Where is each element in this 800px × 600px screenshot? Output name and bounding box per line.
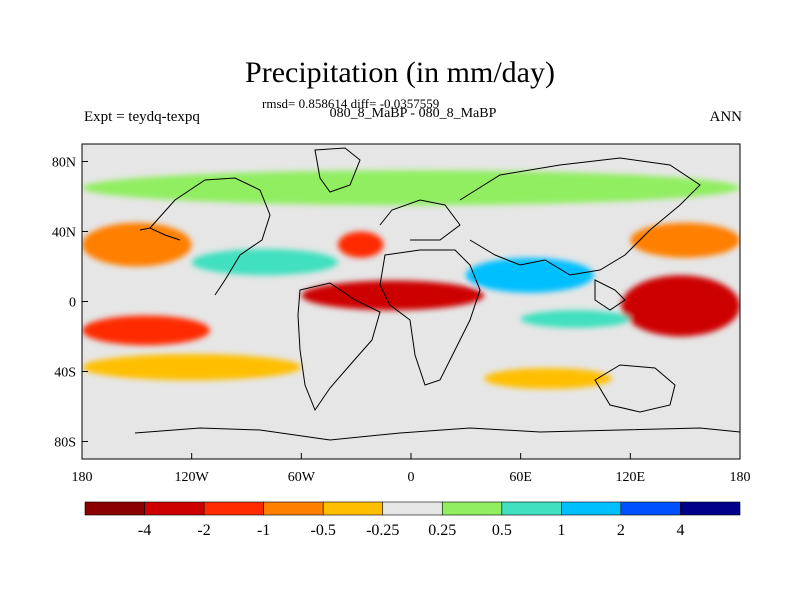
precip-region-6 (191, 249, 338, 276)
y-tick-label: 40S (54, 366, 76, 381)
colorbar-label: 0.25 (428, 522, 456, 539)
colorbar: -4 -2 -1 -0.5 -0.25 0.25 0.5 1 2 4 (84, 501, 741, 539)
colorbar-label: -2 (197, 522, 210, 539)
colorbar-box (203, 501, 264, 516)
stats-label: rmsd= 0.858614 diff= -0.0357559 (262, 96, 440, 111)
colorbar-label: -0.25 (366, 522, 399, 539)
x-tick-label: 60W (288, 470, 316, 485)
colorbar-box (561, 501, 622, 516)
experiment-label: Expt = teydq-texpq (84, 109, 200, 125)
continent-outlines (134, 147, 740, 441)
colorbar-label: -1 (257, 522, 270, 539)
x-tick-label: 180 (730, 470, 751, 485)
x-tick-label: 0 (408, 470, 415, 485)
precip-region-9 (82, 354, 302, 381)
precip-region-3 (337, 231, 384, 258)
colorbar-box (382, 501, 443, 516)
y-axis: 80N 40N 0 40S 80S (52, 156, 88, 451)
colorbar-box (441, 501, 503, 516)
colorbar-label: 4 (676, 522, 684, 539)
season-label: ANN (709, 109, 743, 125)
colorbar-label: 2 (617, 522, 625, 539)
x-tick-label: 180 (72, 470, 93, 485)
colorbar-box (501, 501, 562, 516)
y-tick-label: 80S (54, 436, 76, 451)
precip-region-0 (82, 315, 210, 346)
precip-region-8 (82, 170, 740, 206)
precip-region-1 (82, 222, 192, 267)
y-tick-label: 0 (69, 296, 76, 311)
colorbar-label: 1 (557, 522, 565, 539)
x-tick-label: 120W (175, 470, 210, 485)
colorbar-box (322, 501, 384, 516)
colorbar-box (144, 501, 205, 516)
precip-region-4 (621, 275, 740, 337)
precip-region-7 (465, 257, 594, 293)
precip-region-11 (484, 368, 613, 389)
x-axis: 180 120W 60W 0 60E 120E 180 (72, 453, 751, 485)
y-tick-label: 80N (52, 156, 76, 171)
colorbar-label: 0.5 (492, 522, 512, 539)
colorbar-label: -4 (138, 522, 151, 539)
precip-region-5 (630, 222, 740, 258)
precipitation-field (82, 170, 740, 389)
y-tick-label: 40N (52, 226, 76, 241)
x-tick-label: 120E (616, 470, 646, 485)
colorbar-box (263, 501, 324, 516)
map-title: Precipitation (in mm/day) (245, 56, 555, 89)
experiment-subtitle: 080_8_MaBP - 080_8_MaBP (329, 106, 497, 121)
colorbar-box (84, 501, 145, 516)
colorbar-label: -0.5 (311, 522, 336, 539)
colorbar-box (680, 501, 741, 516)
x-tick-label: 60E (509, 470, 532, 485)
precip-region-2 (301, 280, 485, 311)
precip-region-10 (520, 310, 631, 328)
colorbar-box (620, 501, 681, 516)
